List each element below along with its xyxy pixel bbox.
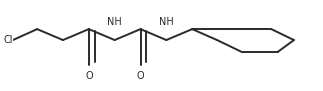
Text: NH: NH: [107, 17, 122, 27]
Text: Cl: Cl: [3, 35, 13, 45]
Text: NH: NH: [159, 17, 174, 27]
Text: O: O: [137, 71, 144, 81]
Text: O: O: [85, 71, 93, 81]
